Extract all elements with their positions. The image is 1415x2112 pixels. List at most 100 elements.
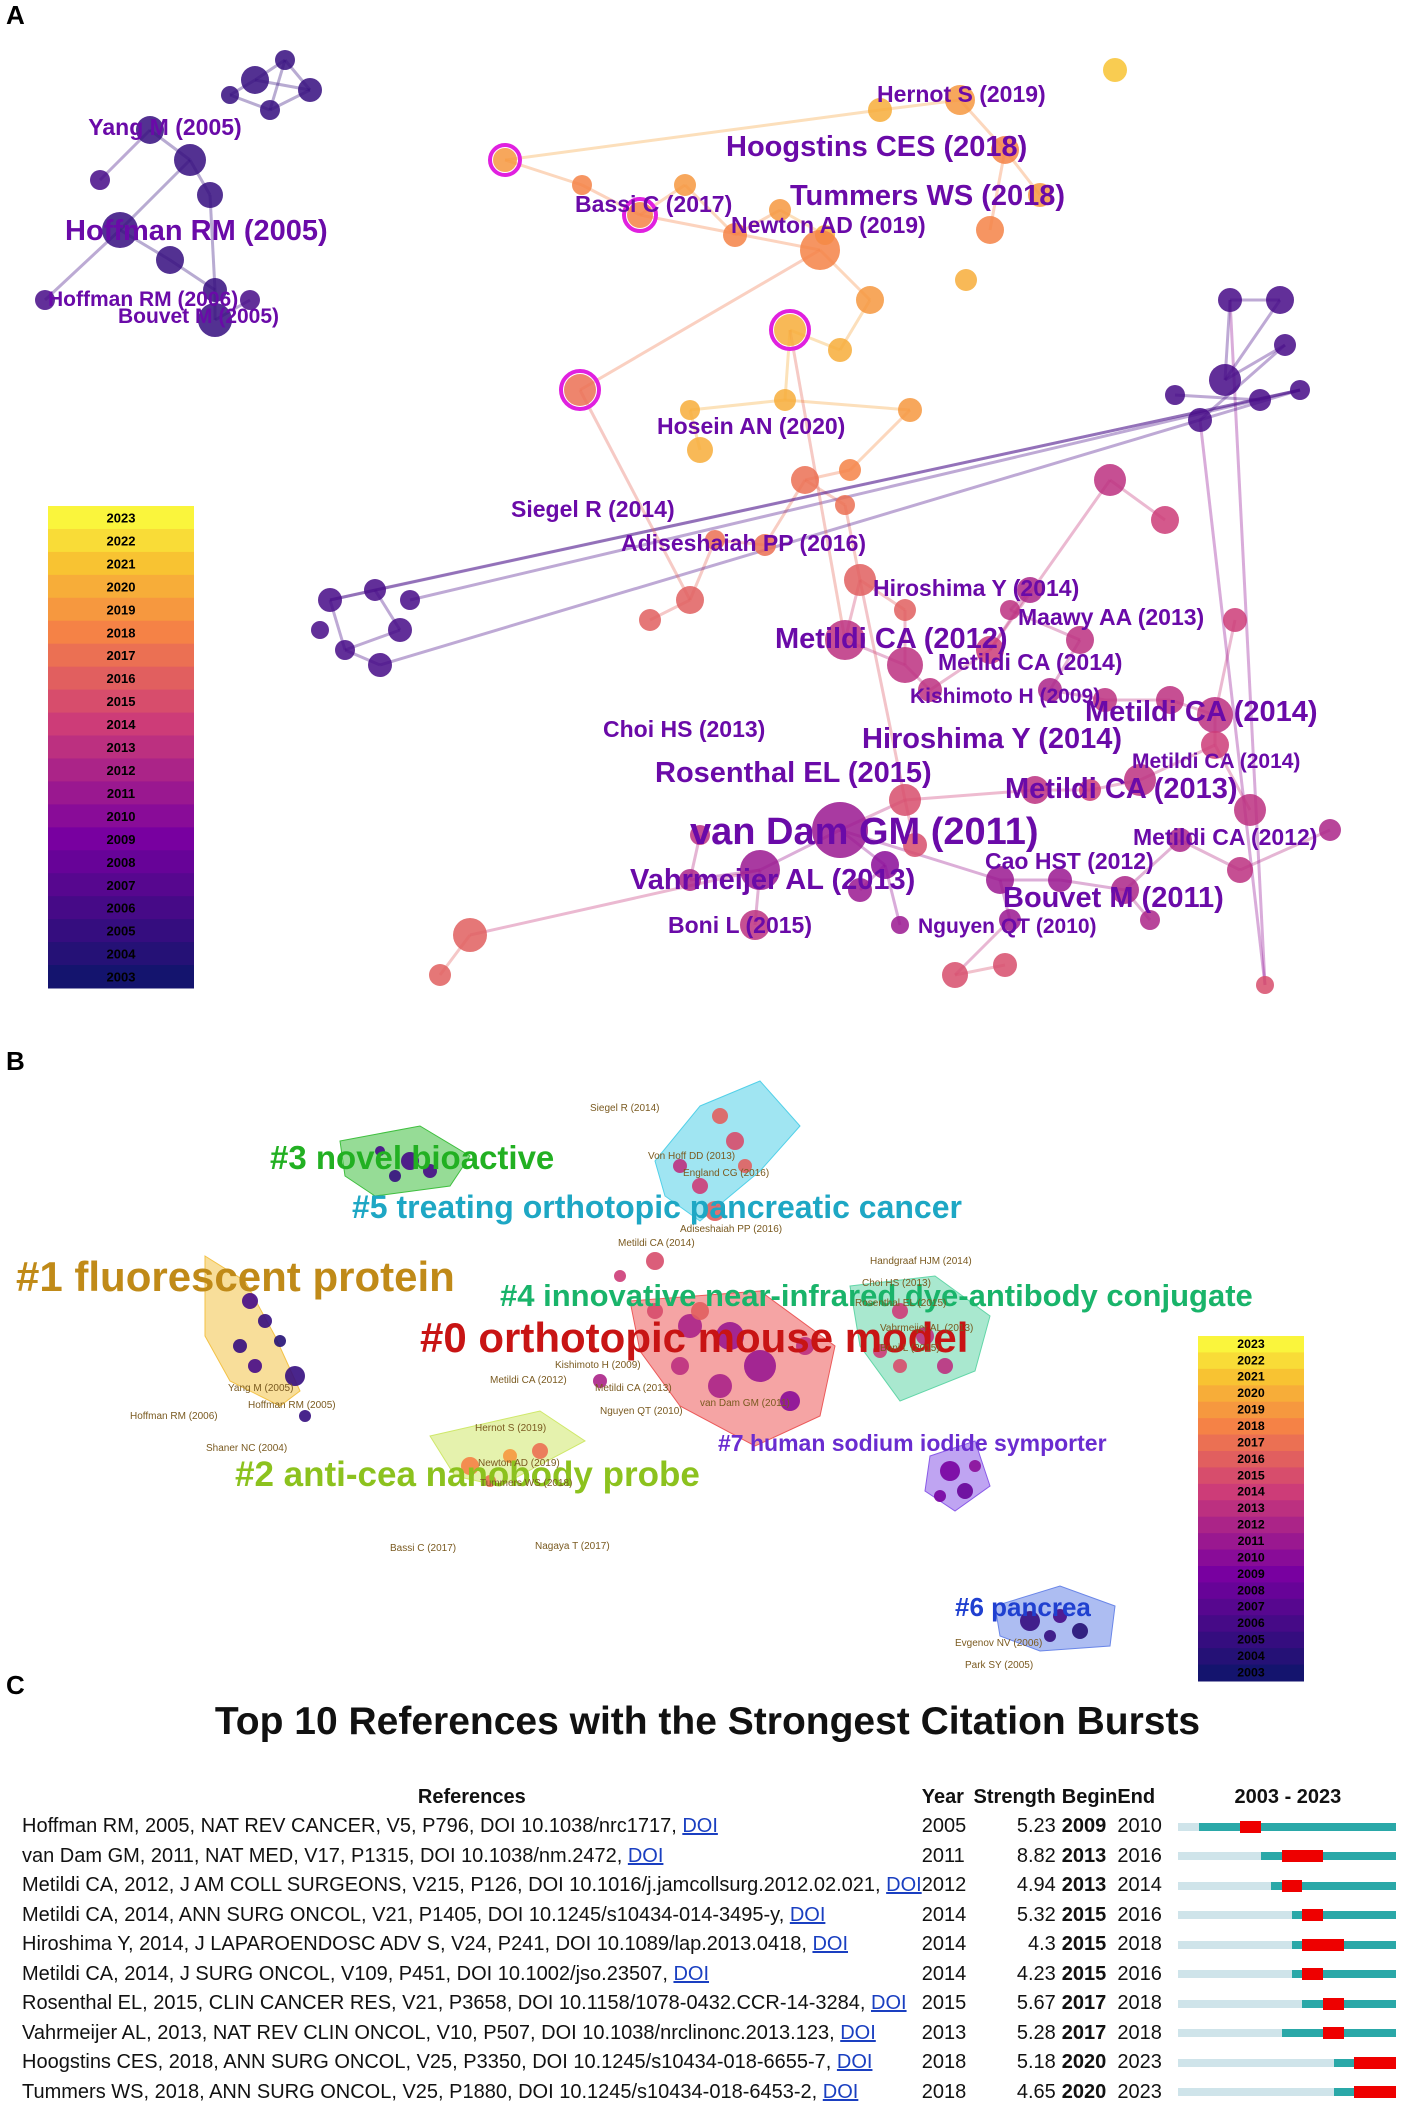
citation-node xyxy=(674,174,696,196)
citation-node xyxy=(976,216,1004,244)
network-edge xyxy=(1199,343,1286,422)
legend-year-label: 2018 xyxy=(107,625,136,640)
doi-link[interactable]: DOI xyxy=(682,1815,718,1838)
legend-swatch xyxy=(1198,1631,1304,1649)
citation-node xyxy=(898,398,922,422)
citation-node xyxy=(1165,385,1185,405)
reference-label: Hoffman RM (2005) xyxy=(248,1400,336,1411)
citation-node xyxy=(1168,828,1192,852)
doi-link[interactable]: DOI xyxy=(840,2021,876,2044)
citation-node xyxy=(945,85,975,115)
cluster-label: #1 fluorescent protein xyxy=(16,1253,455,1300)
cluster-node xyxy=(969,1460,981,1472)
reference-label: Choi HS (2013) xyxy=(603,716,765,742)
reference-label: Adiseshaiah PP (2016) xyxy=(621,530,866,556)
citation-node xyxy=(368,653,392,677)
legend-year-label: 2021 xyxy=(1237,1370,1265,1384)
network-edge xyxy=(988,479,1112,651)
doi-link[interactable]: DOI xyxy=(822,2080,859,2103)
begin-cell: 2020 xyxy=(1061,2051,1107,2074)
legend-swatch xyxy=(48,781,194,805)
burst-timeline xyxy=(1177,2027,1396,2040)
legend-year-label: 2005 xyxy=(1237,1633,1265,1647)
citation-node xyxy=(298,78,322,102)
doi-link[interactable]: DOI xyxy=(812,1933,849,1956)
cluster-label: #0 orthotopic mouse model xyxy=(420,1314,968,1361)
reference-label: Nguyen QT (2010) xyxy=(918,915,1097,938)
year-cell: 2011 xyxy=(921,1844,965,1867)
cluster-node xyxy=(873,1344,887,1358)
timeline-pre-publication xyxy=(1177,1970,1292,1979)
citation-node xyxy=(1266,286,1294,314)
reference-label: Metildi CA (2013) xyxy=(1005,773,1238,805)
legend-year-label: 2011 xyxy=(107,786,135,801)
doi-link[interactable]: DOI xyxy=(673,1962,710,1985)
burst-timeline-cell xyxy=(1174,1960,1402,1990)
legend-swatch xyxy=(48,942,194,966)
citation-node xyxy=(839,459,861,481)
cluster-node xyxy=(744,1350,776,1382)
citation-node xyxy=(198,303,232,337)
table-row: Vahrmeijer AL, 2013, NAT REV CLIN ONCOL,… xyxy=(22,2019,1402,2049)
reference-text: Hoffman RM, 2005, NAT REV CANCER, V5, P7… xyxy=(22,1815,683,1838)
legend-year-label: 2021 xyxy=(107,556,136,571)
citation-node xyxy=(1048,868,1072,892)
reference-label: van Dam GM (2011) xyxy=(690,811,1038,853)
cluster-node xyxy=(712,1108,728,1124)
reference-label: Bassi C (2017) xyxy=(390,1543,456,1554)
reference-label: Bouvet M (2011) xyxy=(1003,882,1224,914)
citation-node xyxy=(1103,58,1127,82)
doi-link[interactable]: DOI xyxy=(789,1903,826,1926)
citation-node xyxy=(1223,608,1247,632)
citation-node xyxy=(400,590,420,610)
citation-node xyxy=(871,851,899,879)
reference-cell: Vahrmeijer AL, 2013, NAT REV CLIN ONCOL,… xyxy=(22,2019,922,2049)
burst-ring xyxy=(769,309,811,351)
network-edge xyxy=(1239,828,1331,872)
citation-node xyxy=(1111,876,1139,904)
reference-label: Yang M (2005) xyxy=(228,1383,293,1394)
citation-node xyxy=(429,964,451,986)
citation-node xyxy=(364,579,386,601)
legend-swatch xyxy=(1198,1549,1304,1567)
reference-label: Hoffman RM (2006) xyxy=(130,1411,218,1422)
burst-timeline xyxy=(1177,2056,1396,2069)
reference-label: Newton AD (2019) xyxy=(731,212,926,238)
reference-label: Hiroshima Y (2014) xyxy=(873,575,1079,601)
reference-cell: Hoffman RM, 2005, NAT REV CANCER, V5, P7… xyxy=(22,1812,922,1842)
legend-year-label: 2012 xyxy=(107,763,136,778)
header-begin: Begin xyxy=(1061,1785,1118,1808)
legend-swatch xyxy=(1198,1648,1304,1666)
citation-node xyxy=(221,86,239,104)
cluster-hull xyxy=(654,1080,801,1222)
burst-timeline-cell xyxy=(1174,1930,1402,1960)
citation-node xyxy=(825,620,865,660)
citation-node xyxy=(993,953,1017,977)
cluster-node xyxy=(934,1490,946,1502)
doi-link[interactable]: DOI xyxy=(627,1844,664,1867)
citation-node xyxy=(740,910,770,940)
legend-swatch xyxy=(1198,1500,1304,1518)
end-cell: 2016 xyxy=(1117,1903,1162,1926)
citation-node xyxy=(991,136,1019,164)
citation-node xyxy=(1218,288,1242,312)
citation-node xyxy=(136,116,164,144)
cluster-node xyxy=(389,1170,401,1182)
begin-cell: 2015 xyxy=(1061,1962,1107,1985)
panel-b-cluster-map: #3 novel bioactive #5 treating orthotopic… xyxy=(16,1080,1304,1682)
timeline-pre-publication xyxy=(1177,1852,1261,1861)
legend-swatch xyxy=(1198,1401,1304,1419)
end-cell: 2014 xyxy=(1117,1874,1162,1897)
citation-node xyxy=(35,290,55,310)
cluster-node xyxy=(274,1335,286,1347)
doi-link[interactable]: DOI xyxy=(836,2051,873,2074)
citation-node xyxy=(1038,678,1062,702)
doi-link[interactable]: DOI xyxy=(871,1992,907,2015)
doi-link[interactable]: DOI xyxy=(886,1874,922,1897)
strength-cell: 4.65 xyxy=(1016,2080,1056,2103)
legend-swatch xyxy=(1198,1434,1304,1452)
timeline-pre-publication xyxy=(1177,2058,1334,2067)
legend-year-label: 2019 xyxy=(107,602,136,617)
citation-node xyxy=(1234,794,1266,826)
legend-swatch xyxy=(1198,1598,1304,1616)
